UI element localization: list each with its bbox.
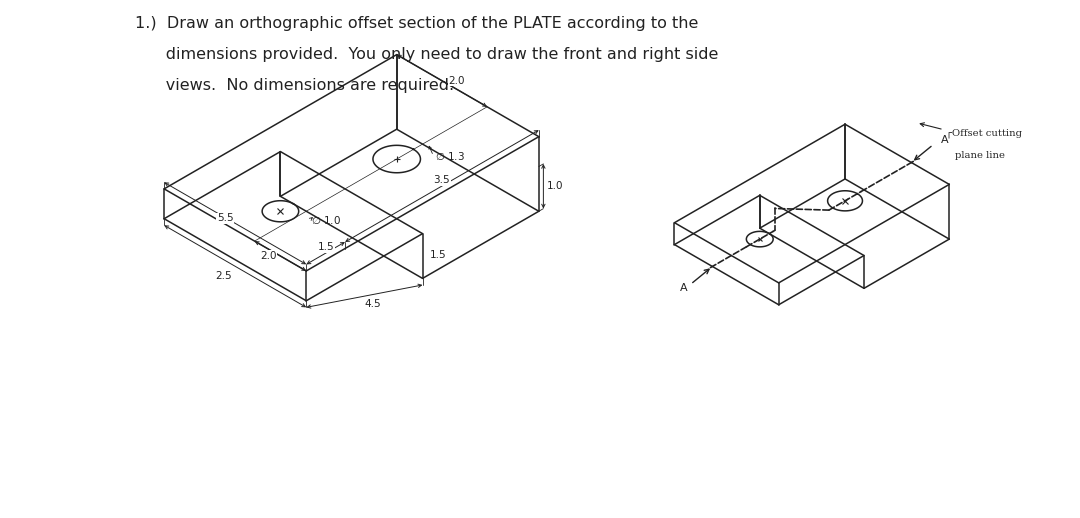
Text: 1.5: 1.5 xyxy=(430,250,447,260)
Text: $\varnothing$ 1.3: $\varnothing$ 1.3 xyxy=(435,150,465,162)
Text: 2.0: 2.0 xyxy=(260,251,276,261)
Text: 1.5: 1.5 xyxy=(318,242,334,252)
Text: 5.5: 5.5 xyxy=(217,213,233,223)
Text: 1.0: 1.0 xyxy=(548,181,564,191)
Text: 2.5: 2.5 xyxy=(215,271,231,281)
Text: plane line: plane line xyxy=(955,151,1004,160)
Text: 2.0: 2.0 xyxy=(448,76,465,85)
Text: 3.5: 3.5 xyxy=(433,175,450,185)
Text: dimensions provided.  You only need to draw the front and right side: dimensions provided. You only need to dr… xyxy=(135,47,718,62)
Text: A: A xyxy=(941,135,949,145)
Text: 4.5: 4.5 xyxy=(364,299,380,309)
Text: 1.)  Draw an orthographic offset section of the PLATE according to the: 1.) Draw an orthographic offset section … xyxy=(135,16,699,31)
Text: ┌Offset cutting: ┌Offset cutting xyxy=(946,129,1022,138)
Text: views.  No dimensions are required.: views. No dimensions are required. xyxy=(135,78,454,93)
Text: $\varnothing$ 1.0: $\varnothing$ 1.0 xyxy=(311,214,341,226)
Text: A: A xyxy=(680,283,688,293)
